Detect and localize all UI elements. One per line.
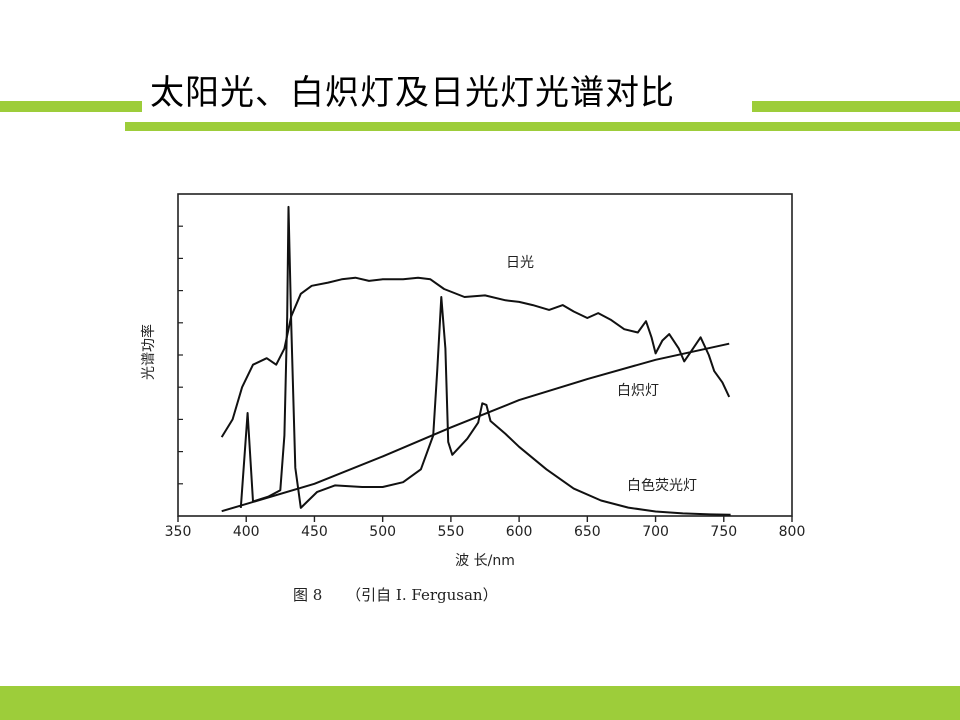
x-tick-label: 600 [506, 524, 533, 540]
fluorescent-curve [239, 205, 731, 516]
label-fluorescent: 白色荧光灯 [627, 477, 697, 494]
accent-bar-under-title [125, 122, 960, 131]
x-tick-label: 550 [438, 524, 465, 540]
x-tick-label: 650 [574, 524, 601, 540]
y-axis-ticks [178, 225, 183, 485]
incandescent-curve [221, 342, 730, 513]
accent-bar-bottom [0, 686, 960, 720]
series-layer [220, 205, 731, 516]
y-axis-label: 光谱功率 [140, 324, 157, 380]
x-tick-label: 500 [369, 524, 396, 540]
x-tick-label: 750 [710, 524, 737, 540]
x-tick-label: 800 [779, 524, 806, 540]
daylight-curve [220, 276, 731, 438]
x-tick-label: 350 [165, 524, 192, 540]
accent-bar-left [0, 101, 142, 112]
plot-frame [177, 193, 793, 517]
figure-caption: 图 8 （引自 I. Fergusan） [293, 586, 498, 604]
slide-title: 太阳光、白炽灯及日光灯光谱对比 [150, 73, 675, 113]
accent-bar-right [752, 101, 960, 112]
x-axis-ticks: 350 400 450 500 550 600 650 700 750 800 [165, 516, 806, 540]
x-tick-label: 700 [642, 524, 669, 540]
label-incandescent: 白炽灯 [617, 383, 659, 399]
x-axis-label: 波 长/nm [455, 553, 515, 569]
x-tick-label: 450 [301, 524, 328, 540]
label-daylight: 日光 [506, 255, 534, 271]
x-tick-label: 400 [233, 524, 260, 540]
